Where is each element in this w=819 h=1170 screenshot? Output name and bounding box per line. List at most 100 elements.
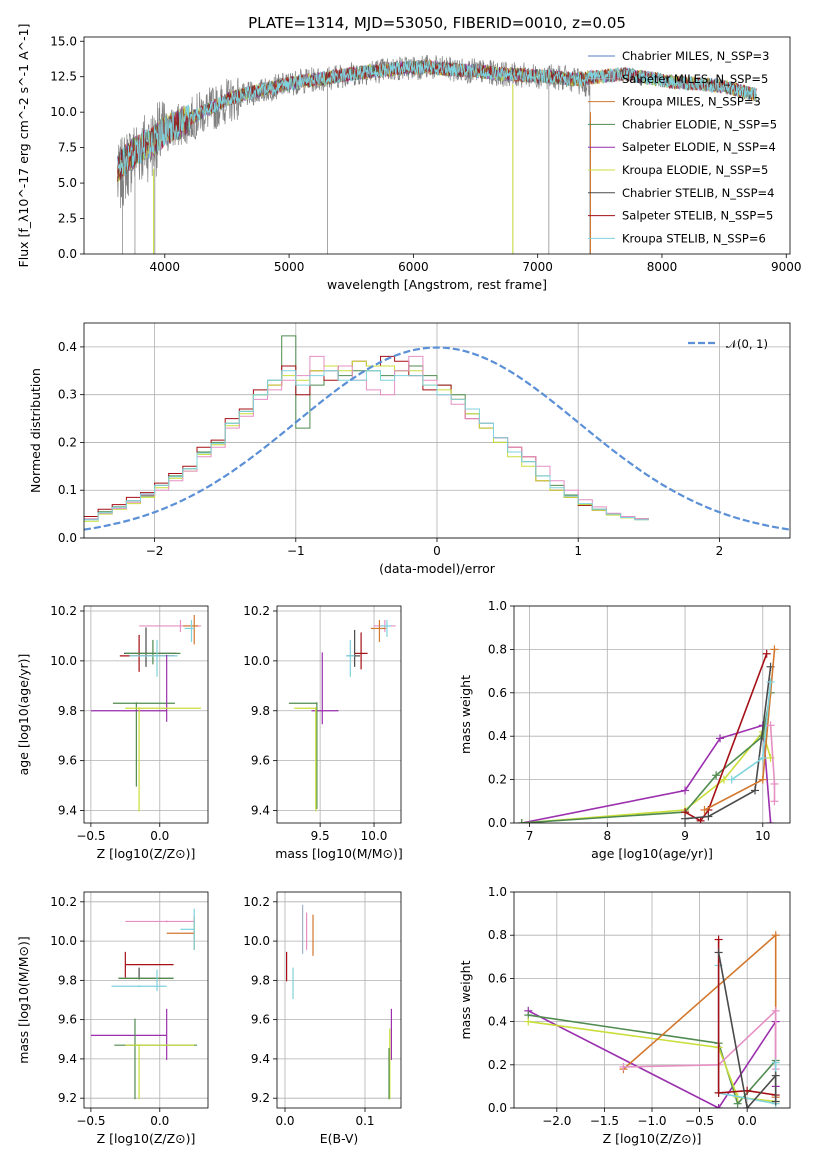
x-tick-label: 1 [574,544,582,558]
y-tick-label: 12.5 [50,70,77,84]
x-tick-label: 9 [681,829,689,843]
error-bar-point [180,908,195,950]
plot-area [286,904,392,1100]
y-tick-label: 9.6 [58,754,77,768]
error-bar-point [112,702,175,787]
axes-frame [83,605,209,824]
error-bar-point [346,639,355,677]
y-tick-label: 9.4 [58,804,77,818]
x-tick-label: −0.5 [685,1114,714,1128]
mass-vs-extinction-panel: 0.0 0.1 9.2 9.4 9.6 9.8 10.0 10.2 E(B-V) [243,891,402,1146]
y-tick-label: 0.0 [488,1101,507,1115]
y-tick-label: 0.8 [488,928,507,942]
x-tick-label: 7 [526,829,534,843]
y-tick-label: 0.4 [488,1015,507,1029]
y-tick-label: 9.2 [251,1091,270,1105]
histogram-step-line [84,370,649,521]
legend-entry: Kroupa ELODIE, N_SSP=5 [622,163,768,177]
error-bar-point [125,920,195,923]
y-tick-label: 9.4 [251,1052,270,1066]
legend-entry: Salpeter MILES, N_SSP=5 [622,72,768,86]
y-tick-label: 0.6 [488,686,507,700]
y-axis-label: mass weight [458,675,473,754]
legend-entry: Salpeter STELIB, N_SSP=5 [622,209,773,223]
x-tick-label: −0.5 [76,1114,105,1128]
axes-frame [513,605,791,824]
y-tick-label: 0.0 [58,247,77,261]
x-tick-label: 0 [433,544,441,558]
y-tick-label: 10.2 [243,604,270,618]
error-bar-point [125,639,181,665]
y-tick-label: 10.2 [50,895,77,909]
x-axis-label: wavelength [Angstrom, rest frame] [327,277,547,292]
x-tick-label: −0.5 [76,829,105,843]
error-bar-point [354,632,368,670]
model-spectrum-line [117,59,757,176]
plot-area [517,645,779,823]
y-tick-label: 9.6 [58,1013,77,1027]
x-tick-label: 8 [603,829,611,843]
plot-area [90,908,197,1100]
axes-frame [276,891,402,1109]
x-tick-label: 0.0 [275,1114,294,1128]
error-bar-point [184,619,195,642]
x-axis-label: Z [log10(Z/Z⊙)] [97,1131,196,1146]
x-tick-label: −1 [287,544,305,558]
legend-entry: Chabrier STELIB, N_SSP=4 [622,186,774,200]
y-tick-label: 9.8 [251,704,270,718]
error-bar-point [90,654,168,722]
histogram-step-line [84,360,649,522]
y-tick-label: 9.8 [251,973,270,987]
error-bar-point [380,619,392,637]
y-tick-label: 0.2 [488,1058,507,1072]
y-tick-label: 0.2 [488,773,507,787]
y-tick-label: 10.0 [50,105,77,119]
x-axis-label: E(B-V) [320,1131,359,1146]
plot-area [90,614,202,812]
y-tick-label: 15.0 [50,34,77,48]
x-tick-label: −1.5 [590,1114,619,1128]
plot-area [288,619,396,812]
x-axis-label: mass [log10(M/M⊙)] [275,846,403,861]
y-tick-label: 10.0 [243,934,270,948]
x-tick-label: 4000 [150,260,181,274]
x-tick-label: 5000 [274,260,305,274]
x-tick-label: 0.1 [355,1114,374,1128]
x-axis-label: Z [log10(Z/Z⊙)] [97,846,196,861]
error-bar-point [118,967,174,980]
y-tick-label: 10.0 [50,654,77,668]
y-tick-label: 9.8 [58,973,77,987]
y-tick-label: 1.0 [488,885,507,899]
error-bar-point [90,1008,168,1060]
y-tick-label: 0.0 [58,531,77,545]
y-tick-label: 2.5 [58,212,77,226]
x-axis-label: age [log10(age/yr)] [591,846,713,861]
mass-weight-vs-age-panel: 7 8 9 10 0.0 0.2 0.4 0.6 0.8 1.0 age [log10(age/yr… [458,599,791,861]
y-tick-label: 9.2 [58,1091,77,1105]
plot-area [524,931,780,1108]
error-bar-point [370,619,386,642]
axes-frame [83,36,791,255]
error-bar-point [288,702,318,810]
chart-title: PLATE=1314, MJD=53050, FIBERID=0010, z=0… [248,14,626,32]
mass-weight-line [521,724,772,823]
error-bar-point [124,951,174,978]
normal-reference-curve [84,346,790,531]
legend-entry: Chabrier ELODIE, N_SSP=5 [622,117,777,131]
y-axis-label: age [log10(age/yr)] [16,654,31,776]
y-tick-label: 1.0 [488,599,507,613]
x-tick-label: 6000 [398,260,429,274]
y-tick-label: 10.0 [243,654,270,668]
axes-frame [276,605,402,824]
mass-weight-line [717,952,777,1108]
y-axis-label: Normed distribution [28,368,43,493]
error-bar-point [118,977,174,980]
age-vs-metallicity-panel: −0.5 0.0 9.4 9.6 9.8 10.0 10.2 Z [log10(Z/Z⊙)] a… [16,604,209,861]
y-tick-label: 0.3 [58,388,77,402]
y-tick-label: 0.6 [488,971,507,985]
legend-entry: Kroupa STELIB, N_SSP=6 [622,231,766,245]
error-bar-point [347,629,361,667]
x-tick-label: 8000 [647,260,678,274]
x-tick-label: 2 [716,544,724,558]
y-tick-label: 0.8 [488,642,507,656]
